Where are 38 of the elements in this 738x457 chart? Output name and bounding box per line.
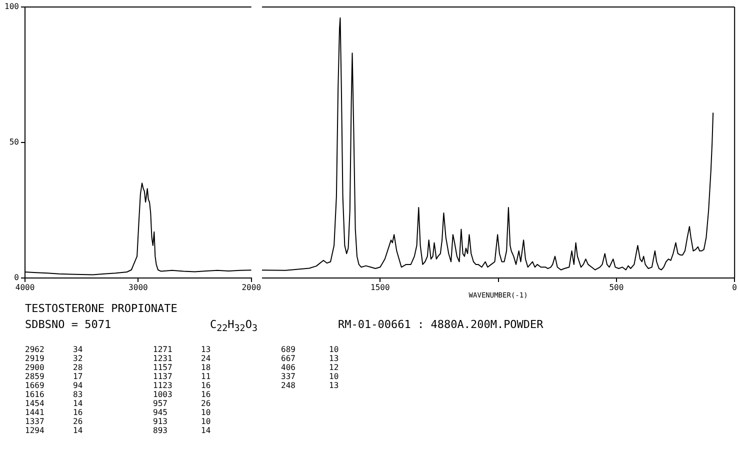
text: C$_{22}$H$_{32}$O$_{3}$ <box>210 318 258 336</box>
text: 1123 16 <box>153 381 211 390</box>
y-tick-label: 100 <box>4 2 20 12</box>
x-tick-label: 4000 <box>15 282 35 292</box>
text: 406 12 <box>281 363 339 372</box>
text: 2859 17 <box>25 372 83 382</box>
text: 2900 28 <box>25 363 83 372</box>
text: 945 10 <box>153 408 211 418</box>
text: 913 10 <box>153 417 211 426</box>
text: 689 10 <box>281 345 339 354</box>
text: 1454 14 <box>25 399 83 408</box>
text: 2962 34 <box>25 345 83 354</box>
text: 1337 26 <box>25 417 83 426</box>
text: RM-01-00661 : 4880A.200M.POWDER <box>338 318 544 333</box>
y-tick-label: 50 <box>9 138 20 147</box>
x-tick-label: 500 <box>609 282 624 292</box>
text: 337 10 <box>281 372 339 382</box>
text: 1271 13 <box>153 345 211 354</box>
text: 1003 16 <box>153 390 211 400</box>
text: SDBSNO = 5071 <box>25 318 112 333</box>
x-tick-label: 0 <box>732 282 738 292</box>
text: 1669 94 <box>25 381 83 390</box>
text: TESTOSTERONE PROPIONATE <box>25 302 178 315</box>
text: 1441 16 <box>25 408 83 418</box>
x-tick-label: 3000 <box>128 282 148 292</box>
text: 1616 83 <box>25 390 83 400</box>
text: 893 14 <box>153 426 211 436</box>
text: 1157 18 <box>153 363 211 372</box>
text: 1231 24 <box>153 354 211 364</box>
text: 248 13 <box>281 381 339 390</box>
x-tick-label: 1500 <box>370 282 390 292</box>
text: 1137 11 <box>153 372 211 382</box>
x-tick-label: 2000 <box>242 282 262 292</box>
text: 667 13 <box>281 354 339 364</box>
y-tick-label: 0 <box>14 273 20 282</box>
text: 957 26 <box>153 399 211 408</box>
text: 1294 14 <box>25 426 83 436</box>
text: 2919 32 <box>25 354 83 364</box>
